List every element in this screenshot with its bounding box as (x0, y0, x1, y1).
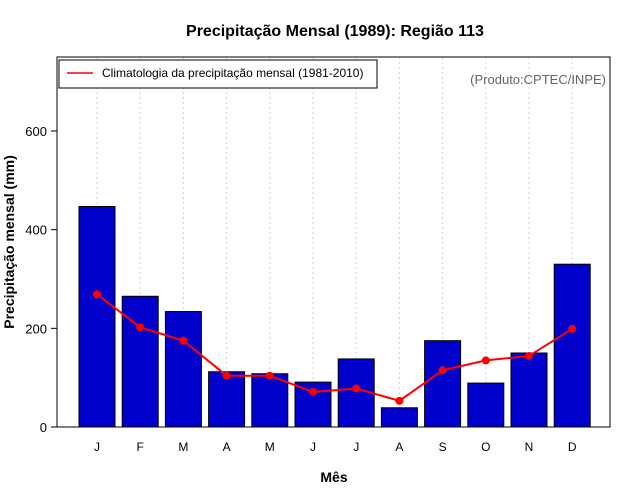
chart-title: Precipitação Mensal (1989): Região 113 (186, 23, 484, 40)
plot-frame (56, 56, 611, 428)
climatology-point-4 (265, 371, 274, 380)
x-tick-label: F (137, 440, 144, 454)
climatology-point-3 (222, 371, 231, 380)
y-tick-label: 200 (25, 321, 47, 336)
bar-series (78, 205, 591, 428)
x-tick-label: J (310, 440, 316, 454)
climatology-point-11 (568, 324, 577, 333)
climatology-point-1 (136, 323, 145, 332)
y-tick-label: 600 (25, 124, 47, 139)
climatology-point-2 (179, 336, 188, 345)
climatology-series (93, 290, 577, 405)
bar-3 (208, 371, 246, 428)
climatology-point-0 (93, 290, 101, 299)
climatology-point-7 (395, 396, 404, 405)
x-tick-label: J (353, 440, 359, 454)
bar-9 (467, 382, 505, 428)
bar-7 (380, 407, 418, 428)
legend-entry-climatology: Climatologia da precipitação mensal (198… (102, 66, 363, 80)
bar-4 (251, 373, 289, 428)
grid-lines (96, 57, 573, 427)
credit-annotation: (Produto:CPTEC/INPE) (470, 72, 606, 87)
x-tick-label: O (481, 440, 490, 454)
climatology-point-10 (525, 351, 533, 360)
bar-0 (78, 205, 116, 428)
y-tick-label: 400 (25, 223, 47, 238)
x-tick-label: M (265, 440, 275, 454)
climatology-line (96, 293, 573, 402)
bar-10 (510, 352, 548, 428)
x-tick-label: J (94, 440, 100, 454)
y-axis-label: Precipitação mensal (mm) (1, 155, 17, 329)
bar-8 (424, 340, 462, 428)
x-tick-label: A (395, 440, 403, 454)
bar-1 (121, 295, 159, 428)
climatology-point-8 (438, 366, 447, 375)
climatology-point-5 (309, 387, 317, 396)
y-tick-label: 0 (40, 420, 47, 435)
legend-box (58, 59, 378, 89)
climatology-point-9 (481, 356, 490, 365)
x-tick-label: D (568, 440, 577, 454)
climatology-point-6 (352, 384, 361, 393)
x-tick-label: M (178, 440, 188, 454)
x-tick-label: S (439, 440, 447, 454)
x-axis-label: Mês (320, 469, 347, 485)
bar-2 (164, 311, 202, 428)
x-tick-label: A (223, 440, 231, 454)
bar-11 (553, 263, 591, 428)
y-axis: 0 200 400 600 (25, 124, 57, 435)
x-tick-label: N (525, 440, 534, 454)
legend: Climatologia da precipitação mensal (198… (58, 59, 378, 89)
